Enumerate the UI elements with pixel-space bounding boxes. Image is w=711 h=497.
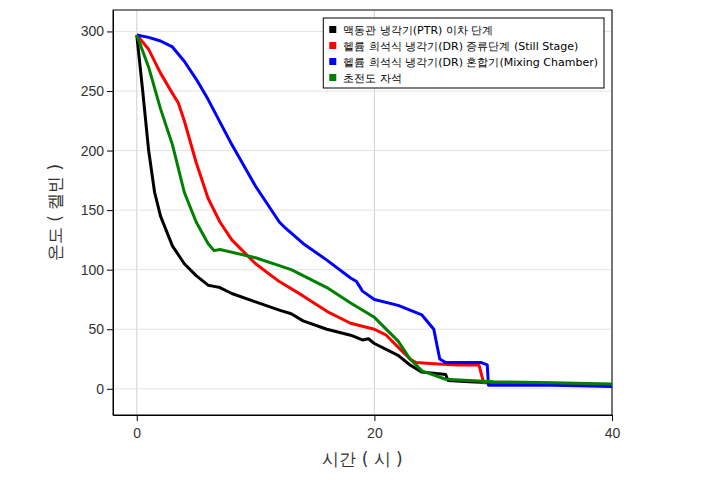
- y-tick: 150: [81, 202, 113, 218]
- y-tick: 300: [81, 23, 113, 39]
- legend-marker: [329, 58, 336, 65]
- y-axis-title: 온도 ( 켈빈 ): [45, 164, 65, 261]
- chart: 0 20 40 0 50 100 150 200 250 300 시간 ( 시 ) 온도 ( 켈빈 )…: [0, 0, 711, 497]
- grid-line-y: [113, 91, 612, 92]
- y-tick: 200: [81, 143, 113, 159]
- legend-label: 맥동관 냉각기(PTR) 이차 단계: [343, 24, 493, 37]
- y-axis: 0 50 100 150 200 250 300: [81, 11, 114, 416]
- grid-line-x: [136, 10, 137, 415]
- y-tick: 0: [96, 381, 113, 397]
- x-tick-mark: [612, 415, 613, 421]
- y-tick-label: 150: [81, 202, 105, 218]
- legend-item: 헬륨 희석식 냉각기(DR) 혼합기(Mixing Chamber): [329, 56, 598, 69]
- y-axis-line: [113, 11, 114, 416]
- y-tick-label: 200: [81, 143, 105, 159]
- x-axis-title: 시간 ( 시 ): [322, 449, 402, 469]
- legend-marker: [329, 42, 336, 49]
- legend-item: 맥동관 냉각기(PTR) 이차 단계: [329, 24, 493, 37]
- x-tick-label: 0: [133, 425, 141, 441]
- y-tick-mark: [107, 210, 113, 211]
- y-tick-label: 50: [88, 321, 104, 337]
- legend-box: [323, 18, 604, 88]
- y-tick: 50: [88, 321, 113, 337]
- grid-line-y: [113, 210, 612, 211]
- x-axis-line: [114, 415, 613, 416]
- y-tick-mark: [107, 270, 113, 271]
- y-tick-label: 100: [81, 262, 105, 278]
- y-tick-mark: [107, 329, 113, 330]
- y-tick-label: 0: [96, 381, 104, 397]
- y-tick: 100: [81, 262, 113, 278]
- legend-marker: [329, 74, 336, 81]
- x-tick: 0: [133, 415, 141, 441]
- plot-frame: [113, 10, 612, 415]
- y-tick-label: 250: [81, 83, 105, 99]
- y-tick: 250: [81, 83, 113, 99]
- legend-label: 초전도 자석: [343, 72, 402, 85]
- grid: [113, 10, 612, 415]
- grid-line-y: [113, 150, 612, 151]
- x-tick: 20: [367, 415, 383, 441]
- y-tick-label: 300: [81, 23, 105, 39]
- x-tick-mark: [137, 415, 138, 421]
- y-tick-mark: [107, 31, 113, 32]
- legend-item: 헬륨 희석식 냉각기(DR) 증류단계 (Still Stage): [329, 40, 578, 53]
- legend-label: 헬륨 희석식 냉각기(DR) 혼합기(Mixing Chamber): [343, 56, 598, 69]
- y-tick-mark: [107, 389, 113, 390]
- x-tick-label: 20: [367, 425, 383, 441]
- y-tick-mark: [107, 151, 113, 152]
- legend-marker: [329, 26, 336, 33]
- y-tick-mark: [107, 91, 113, 92]
- x-tick: 40: [605, 415, 621, 441]
- x-axis: 0 20 40: [114, 415, 621, 441]
- grid-line-y: [113, 388, 612, 389]
- legend: 맥동관 냉각기(PTR) 이차 단계헬륨 희석식 냉각기(DR) 증류단계 (S…: [323, 18, 604, 88]
- x-tick-label: 40: [605, 425, 621, 441]
- x-tick-mark: [374, 415, 375, 421]
- legend-item: 초전도 자석: [329, 72, 402, 85]
- legend-label: 헬륨 희석식 냉각기(DR) 증류단계 (Still Stage): [343, 40, 578, 53]
- grid-line-y: [113, 329, 612, 330]
